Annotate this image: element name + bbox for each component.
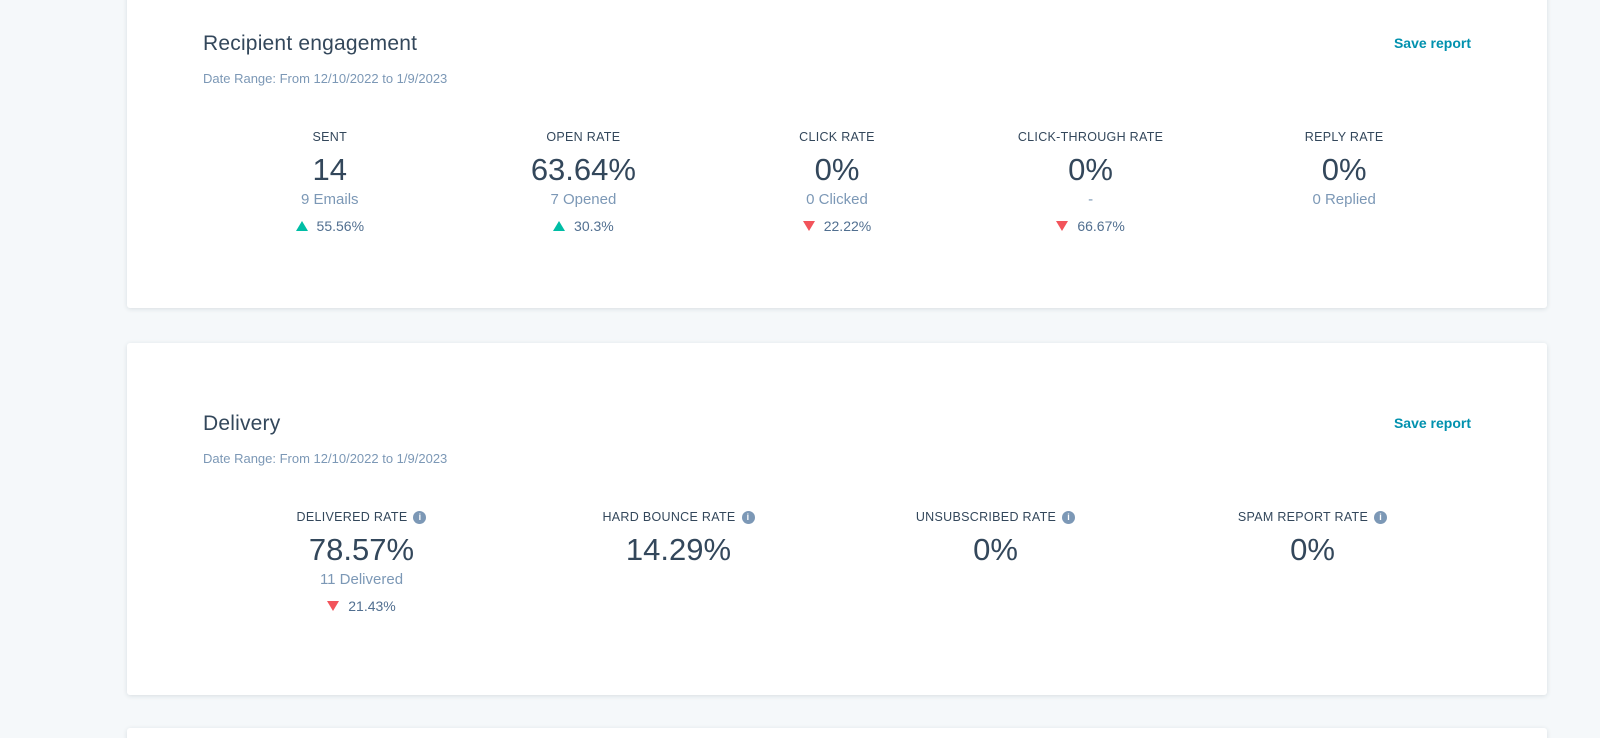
metric-label-text: UNSUBSCRIBED RATE (915, 510, 1057, 524)
card-title-delivery: Delivery (203, 412, 281, 435)
metric-label-text: CLICK RATE (799, 130, 875, 144)
metric-delivered-rate: DELIVERED RATE i 78.57% 11 Delivered 21.… (203, 510, 520, 614)
info-icon[interactable]: i (413, 511, 427, 524)
metric-trend: 55.56% (203, 218, 457, 234)
metric-label-text: REPLY RATE (1304, 130, 1384, 144)
metric-trend: 21.43% (203, 598, 520, 614)
metric-click-through-rate: CLICK-THROUGH RATE 0% - 66.67% (964, 130, 1218, 234)
trend-down-icon (327, 601, 340, 611)
metric-value: 78.57% (308, 532, 415, 567)
metric-sublabel: 0 Clicked (806, 191, 868, 208)
metric-label-text: HARD BOUNCE RATE (602, 510, 736, 524)
trend-up-icon (295, 221, 308, 231)
metric-label-text: CLICK-THROUGH RATE (1017, 130, 1164, 144)
date-range-label: Date Range: From 12/10/2022 to 1/9/2023 (203, 71, 448, 86)
metric-label: DELIVERED RATE i (203, 510, 520, 525)
trend-value: 21.43% (348, 598, 396, 614)
metric-label-text: OPEN RATE (546, 130, 621, 144)
metric-sublabel: 0 Replied (1312, 191, 1376, 208)
metric-sublabel: 11 Delivered (319, 571, 404, 588)
metric-value: 0% (1290, 532, 1335, 567)
info-icon[interactable]: i (741, 511, 755, 524)
info-icon[interactable]: i (1062, 511, 1076, 524)
metric-trend: 30.3% (457, 218, 711, 234)
metric-sublabel: 7 Opened (550, 191, 617, 208)
save-report-link[interactable]: Save report (1393, 415, 1471, 431)
metric-unsubscribed-rate: UNSUBSCRIBED RATE i 0% (837, 510, 1154, 614)
metric-value: 0% (1321, 152, 1367, 187)
metric-spam-report-rate: SPAM REPORT RATE i 0% (1154, 510, 1471, 614)
metric-label: CLICK-THROUGH RATE (964, 130, 1218, 145)
metric-hard-bounce-rate: HARD BOUNCE RATE i 14.29% (520, 510, 837, 614)
metric-value: 14 (312, 152, 348, 187)
card-header: Recipient engagement Save report (203, 31, 1471, 57)
date-range-label: Date Range: From 12/10/2022 to 1/9/2023 (203, 451, 448, 466)
metric-label: SENT (203, 130, 457, 145)
delivery-card: Delivery Save report Date Range: From 12… (127, 343, 1547, 695)
metric-click-rate: CLICK RATE 0% 0 Clicked 22.22% (710, 130, 964, 234)
metric-value: 14.29% (625, 532, 732, 567)
metric-label: REPLY RATE (1217, 130, 1471, 145)
metric-sublabel: - (1088, 191, 1094, 208)
recipient-engagement-card: Recipient engagement Save report Date Ra… (127, 0, 1547, 308)
trend-value: 66.67% (1077, 218, 1125, 234)
metric-label: HARD BOUNCE RATE i (520, 510, 837, 525)
metric-label: OPEN RATE (457, 130, 711, 145)
save-report-link[interactable]: Save report (1393, 35, 1471, 51)
trend-value: 55.56% (316, 218, 365, 234)
metric-label-text: DELIVERED RATE (296, 510, 408, 524)
metric-sent: SENT 14 9 Emails 55.56% (203, 130, 457, 234)
delivery-metrics-row: DELIVERED RATE i 78.57% 11 Delivered 21.… (203, 510, 1471, 614)
metric-label: SPAM REPORT RATE i (1154, 510, 1471, 525)
metric-label: UNSUBSCRIBED RATE i (837, 510, 1154, 525)
metric-label: CLICK RATE (710, 130, 964, 145)
metric-value: 63.64% (530, 152, 636, 187)
trend-down-icon (802, 221, 815, 231)
metric-value: 0% (1068, 152, 1113, 187)
trend-up-icon (553, 221, 566, 231)
engagement-metrics-row: SENT 14 9 Emails 55.56% OPEN RATE 63.64%… (203, 130, 1471, 234)
metric-reply-rate: REPLY RATE 0% 0 Replied (1217, 130, 1471, 234)
metric-open-rate: OPEN RATE 63.64% 7 Opened 30.3% (457, 130, 711, 234)
metric-trend: 66.67% (964, 218, 1218, 234)
metric-label-text: SPAM REPORT RATE (1237, 510, 1369, 524)
metric-label-text: SENT (312, 130, 348, 144)
next-card-partial (127, 728, 1547, 738)
metric-value: 0% (973, 532, 1018, 567)
info-icon[interactable]: i (1374, 511, 1388, 524)
trend-value: 22.22% (823, 218, 872, 234)
card-header: Delivery Save report (203, 411, 1471, 437)
card-title-recipient-engagement: Recipient engagement (203, 32, 418, 55)
metric-value: 0% (814, 152, 860, 187)
metric-sublabel: 9 Emails (301, 191, 359, 208)
trend-down-icon (1056, 221, 1069, 231)
metric-trend: 22.22% (710, 218, 964, 234)
trend-value: 30.3% (574, 218, 614, 234)
